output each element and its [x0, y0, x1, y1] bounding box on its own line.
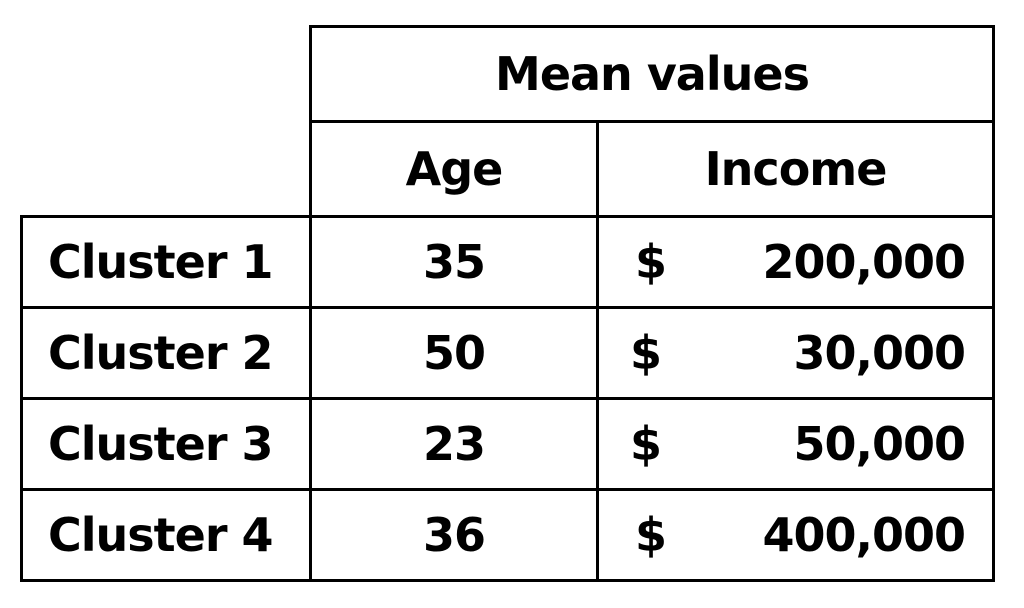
table-divider-column-header [20, 215, 995, 218]
row-currency-cluster-2: $ [630, 326, 662, 380]
table-divider-row-3 [20, 488, 995, 491]
table-divider-label-column [309, 25, 312, 582]
table-border-right [992, 25, 995, 582]
row-currency-cluster-3: $ [630, 417, 662, 471]
row-label-cluster-3: Cluster 3 [48, 417, 274, 471]
row-label-cluster-1: Cluster 1 [48, 235, 274, 289]
table-border-top [309, 25, 995, 28]
row-label-cluster-4: Cluster 4 [48, 508, 274, 562]
column-header-age: Age [405, 142, 504, 196]
row-currency-cluster-1: $ [635, 235, 667, 289]
row-currency-cluster-4: $ [635, 508, 667, 562]
row-income-cluster-1: 200,000 [762, 235, 966, 289]
row-income-cluster-3: 50,000 [793, 417, 966, 471]
row-income-cluster-4: 400,000 [762, 508, 966, 562]
row-age-cluster-2: 50 [422, 326, 486, 380]
column-header-income: Income [704, 142, 888, 196]
table-divider-group-header [309, 120, 995, 123]
group-header-mean-values: Mean values [495, 47, 810, 101]
table-border-left [20, 215, 23, 582]
row-age-cluster-1: 35 [422, 235, 486, 289]
table-divider-age-income [596, 120, 599, 582]
row-label-cluster-2: Cluster 2 [48, 326, 274, 380]
table-border-bottom [20, 579, 995, 582]
row-age-cluster-3: 23 [422, 417, 486, 471]
row-age-cluster-4: 36 [422, 508, 486, 562]
row-income-cluster-2: 30,000 [793, 326, 966, 380]
table-divider-row-1 [20, 306, 995, 309]
table-divider-row-2 [20, 397, 995, 400]
